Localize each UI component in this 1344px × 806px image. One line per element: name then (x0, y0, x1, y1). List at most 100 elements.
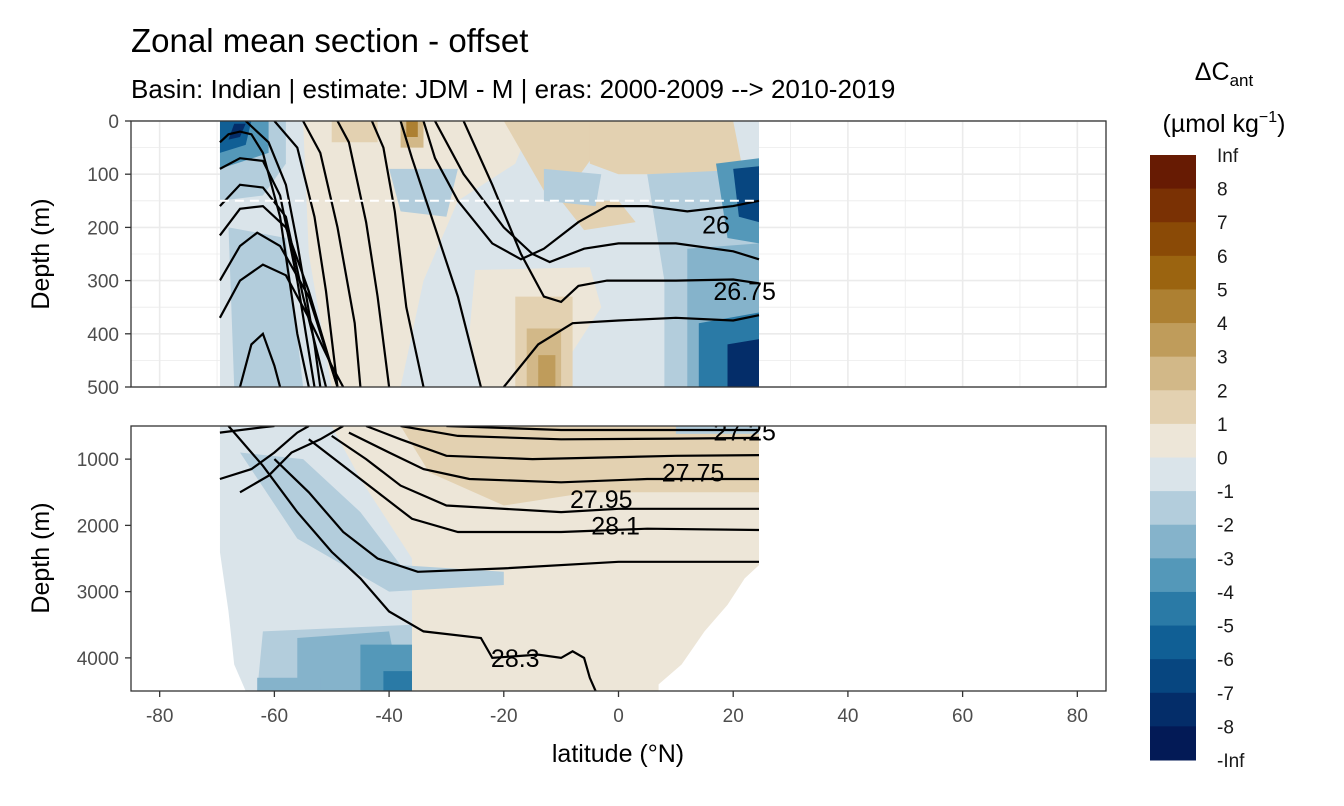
x-tick-label: 80 (1067, 706, 1088, 727)
density-contour (308, 438, 760, 534)
density-contour (219, 130, 310, 387)
density-contour (219, 157, 316, 387)
y-tick-label: 0 (108, 112, 119, 133)
x-tick-label: -60 (261, 706, 288, 727)
chart-title: Zonal mean section - offset (131, 22, 529, 59)
legend-label: -1 (1217, 482, 1234, 503)
y-tick-label: 4000 (77, 649, 119, 670)
legend-colorbar: Inf 8 7 6 5 4 3 2 1 0 -1 -2 -3 -4 -5 -6 -7 -8 -Inf (1150, 146, 1245, 772)
legend-label: Inf (1217, 146, 1239, 167)
field-region (303, 121, 533, 387)
field-region (733, 166, 759, 223)
density-contour (238, 331, 282, 387)
legend-label: -Inf (1217, 751, 1245, 772)
legend-swatch (1150, 726, 1196, 761)
legend-label: -6 (1217, 650, 1234, 671)
y-tick-label: 3000 (77, 583, 119, 604)
density-contour (370, 121, 425, 387)
density-contour (365, 426, 760, 461)
field-region (406, 121, 418, 137)
field-region (228, 227, 304, 387)
legend-label: -4 (1217, 583, 1234, 604)
x-axis-label: latitude (°N) (552, 740, 684, 768)
y-tick-label: 200 (87, 218, 119, 239)
density-contour (239, 426, 344, 494)
density-contour (502, 314, 760, 387)
legend-label: 3 (1217, 348, 1228, 369)
contour-label: 27.95 (570, 486, 633, 514)
density-contour (219, 426, 310, 481)
density-contour (302, 121, 362, 387)
legend-swatch (1150, 524, 1196, 559)
density-contour (244, 121, 322, 387)
legend-swatch (1150, 155, 1196, 190)
density-contour (400, 426, 760, 441)
y-axis-label-upper: Depth (m) (27, 198, 55, 309)
legend-label: 2 (1217, 381, 1228, 402)
legend-swatch (1150, 491, 1196, 526)
y-tick-label: 2000 (77, 516, 119, 537)
panel-border (130, 120, 1107, 388)
legend-label: 5 (1217, 280, 1228, 301)
color-legend: ΔCant (µmol kg−1) Inf 8 7 6 5 4 3 2 1 0 -1 -2 -3 -4 -5… (1150, 58, 1285, 772)
field-region (131, 426, 246, 691)
field-region (727, 339, 759, 387)
y-tick-label: 100 (87, 165, 119, 186)
legend-label: 1 (1217, 415, 1228, 436)
legend-label: -8 (1217, 717, 1234, 738)
density-contour (348, 431, 759, 484)
legend-swatch (1150, 390, 1196, 425)
legend-swatch (1150, 591, 1196, 627)
contour-label: 27.25 (713, 418, 776, 446)
legend-label: 7 (1217, 213, 1228, 234)
legend-swatch (1150, 659, 1196, 694)
legend-swatch (1150, 356, 1196, 391)
legend-unit: (µmol kg−1) (1163, 109, 1286, 138)
legend-label: 8 (1217, 180, 1228, 201)
legend-swatch (1150, 558, 1196, 593)
y-tick-label: 400 (87, 325, 119, 346)
field-region (400, 426, 759, 506)
x-tick-label: 60 (952, 706, 973, 727)
density-contour (462, 121, 760, 304)
y-tick-label: 300 (87, 272, 119, 293)
field-region (383, 671, 412, 691)
x-tick-label: 40 (837, 706, 858, 727)
legend-swatch (1150, 222, 1196, 257)
legend-swatch (1150, 457, 1196, 492)
field-region (589, 121, 745, 180)
density-contour (218, 263, 345, 387)
legend-label: -3 (1217, 549, 1234, 570)
legend-label: 4 (1217, 314, 1228, 335)
x-tick-label: 0 (613, 706, 624, 727)
density-contour (336, 121, 391, 387)
legend-swatch (1150, 289, 1196, 324)
legend-label: -5 (1217, 617, 1234, 638)
x-tick-label: -80 (146, 706, 173, 727)
legend-label: -7 (1217, 684, 1234, 705)
chart-subtitle: Basin: Indian | estimate: JDM - M | eras… (131, 74, 896, 104)
legend-swatch (1150, 188, 1196, 223)
field-region (543, 168, 602, 207)
field-region (561, 200, 636, 231)
legend-swatch (1150, 423, 1196, 458)
density-contour (273, 458, 759, 573)
density-contour (399, 121, 482, 387)
density-contour (446, 426, 759, 432)
y-tick-label: 1000 (77, 450, 119, 471)
legend-label: 6 (1217, 247, 1228, 268)
y-axis-label-lower: Depth (m) (27, 502, 55, 613)
field-region (538, 355, 556, 387)
legend-title: ΔCant (1195, 58, 1254, 90)
field-region (331, 121, 378, 143)
x-tick-label: -20 (490, 706, 517, 727)
field-region (257, 677, 321, 691)
density-contour (331, 434, 759, 514)
contour-label: 26.75 (713, 278, 776, 306)
legend-swatch (1150, 692, 1196, 727)
density-contour (219, 204, 339, 387)
density-contour (422, 121, 760, 261)
